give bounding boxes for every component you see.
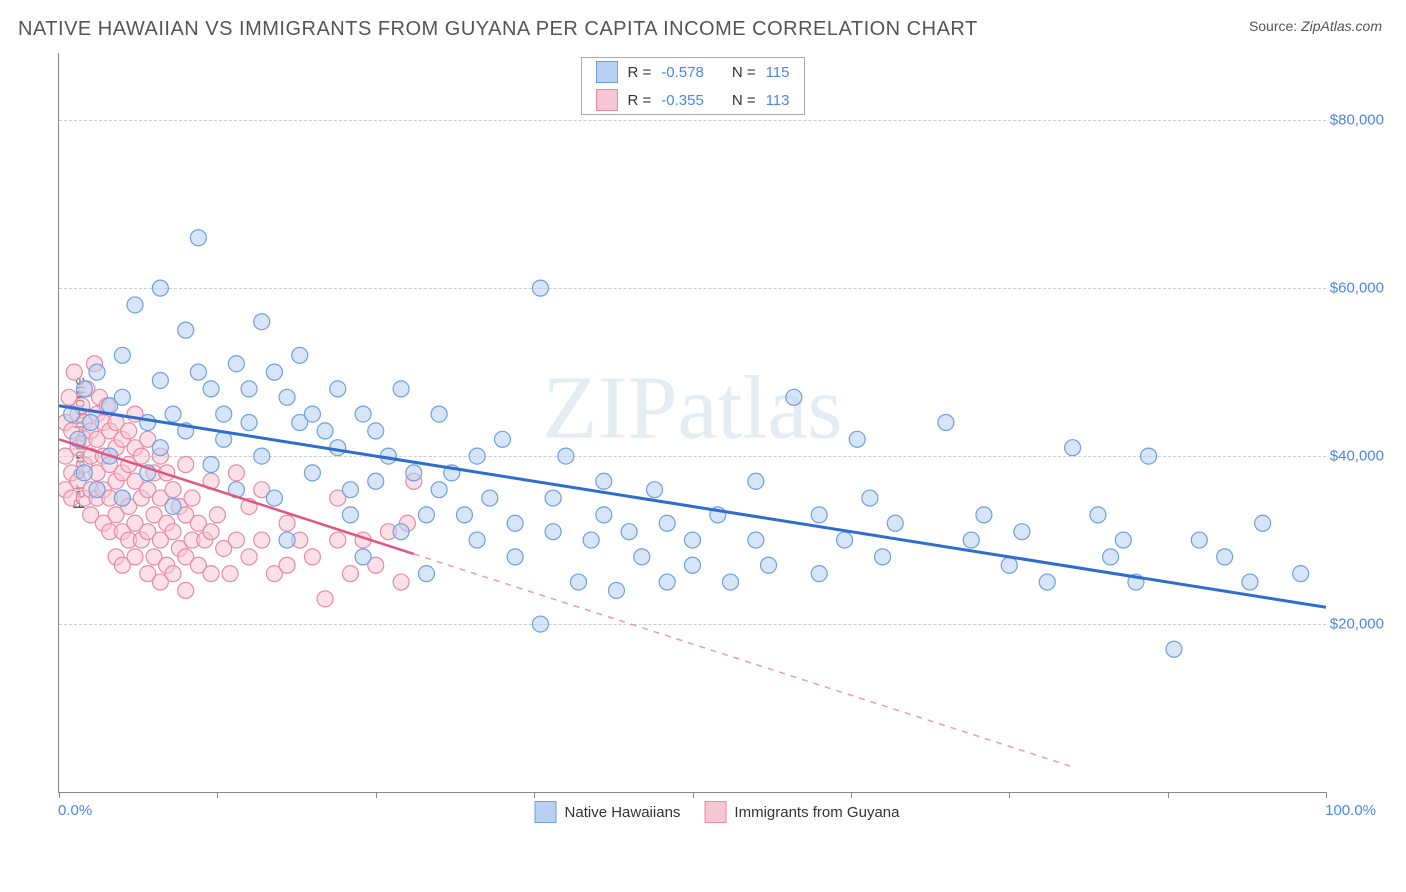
- correlation-legend: R = -0.578 N = 115 R = -0.355 N = 113: [581, 57, 805, 115]
- y-tick-label: $40,000: [1328, 448, 1384, 465]
- y-tick-label: $60,000: [1328, 280, 1384, 297]
- legend-item-1: Native Hawaiians: [535, 801, 681, 823]
- chart-title: NATIVE HAWAIIAN VS IMMIGRANTS FROM GUYAN…: [18, 18, 978, 41]
- y-tick-label: $80,000: [1328, 112, 1384, 129]
- y-tick-label: $20,000: [1328, 616, 1384, 633]
- plot-region: ZIPatlas R = -0.578 N = 115 R = -0.355 N…: [58, 53, 1326, 793]
- series-legend: Native Hawaiians Immigrants from Guyana: [535, 801, 900, 823]
- swatch-series-2: [596, 89, 618, 111]
- source-attribution: Source: ZipAtlas.com: [1249, 18, 1382, 34]
- legend-swatch-2: [704, 801, 726, 823]
- legend-swatch-1: [535, 801, 557, 823]
- header: NATIVE HAWAIIAN VS IMMIGRANTS FROM GUYAN…: [0, 0, 1406, 49]
- legend-item-2: Immigrants from Guyana: [704, 801, 899, 823]
- chart-area: Per Capita Income ZIPatlas R = -0.578 N …: [48, 53, 1386, 833]
- legend-row-series-1: R = -0.578 N = 115: [582, 58, 804, 86]
- legend-row-series-2: R = -0.355 N = 113: [582, 86, 804, 114]
- swatch-series-1: [596, 61, 618, 83]
- x-axis-max-label: 100.0%: [1325, 802, 1376, 819]
- x-axis-min-label: 0.0%: [58, 802, 92, 819]
- scatter-svg: [59, 53, 1326, 792]
